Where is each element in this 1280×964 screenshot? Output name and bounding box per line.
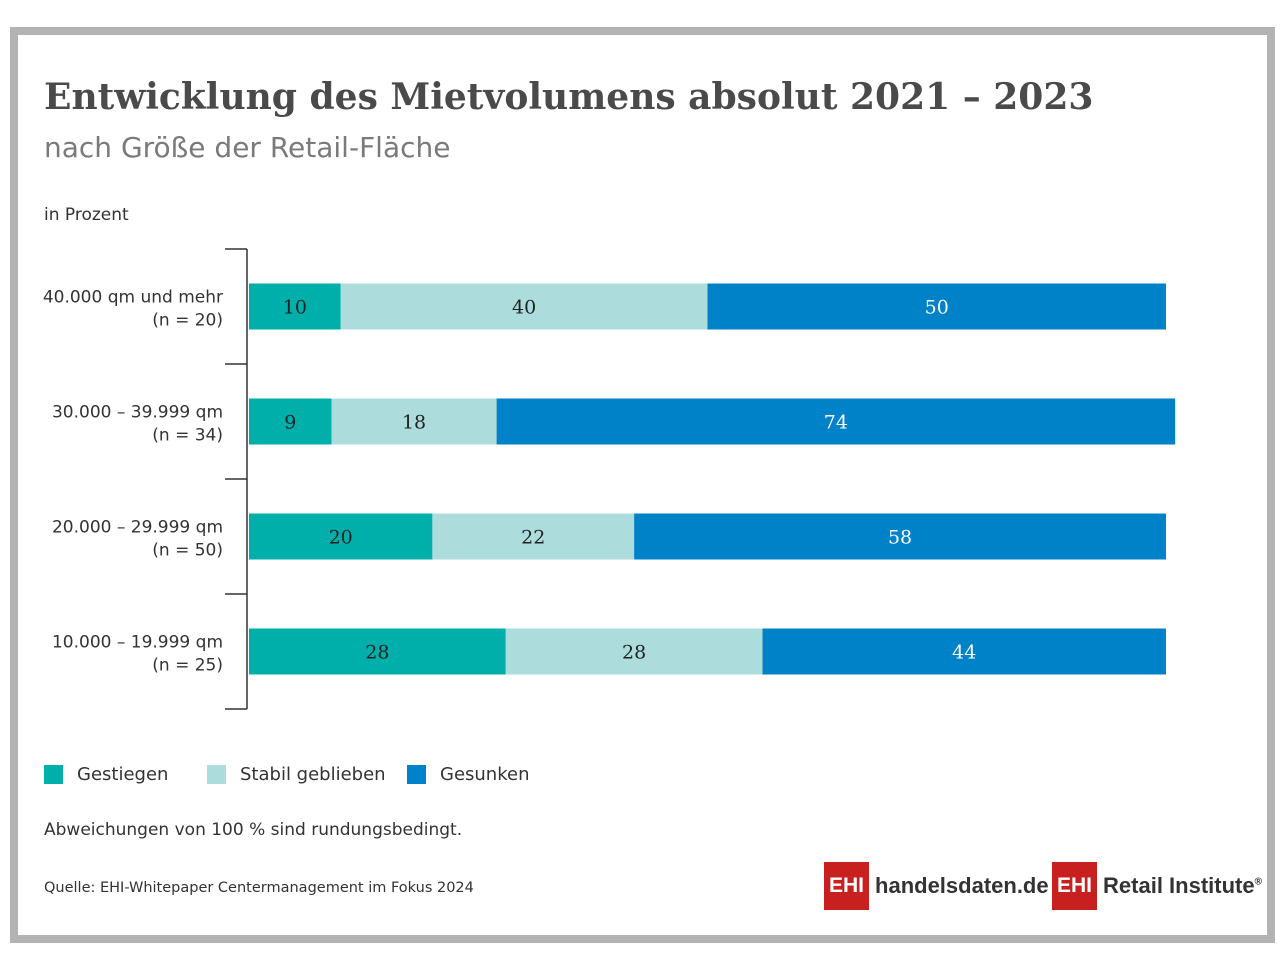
data-label: 44 <box>952 642 976 664</box>
bar-segment <box>249 513 433 560</box>
source-note: Quelle: EHI-Whitepaper Centermanagement … <box>44 880 474 896</box>
legend-swatch-stabil <box>207 765 226 784</box>
legend-swatch-gesunken <box>407 765 426 784</box>
category-sample-size: (n = 25) <box>152 656 223 676</box>
category-label: 30.000 – 39.999 qm <box>52 403 223 423</box>
legend-label-gestiegen: Gestiegen <box>77 764 169 785</box>
legend-label-gesunken: Gesunken <box>440 764 530 785</box>
registered-mark: ® <box>1254 876 1262 888</box>
bar-segment <box>340 283 708 330</box>
data-label: 18 <box>402 412 426 434</box>
bar-segment <box>505 628 763 675</box>
footnote: Abweichungen von 100 % sind rundungsbedi… <box>44 820 463 840</box>
legend-item-gesunken: Gesunken <box>407 764 529 785</box>
category-sample-size: (n = 50) <box>152 541 223 561</box>
data-label: 22 <box>521 527 545 549</box>
category-label: 20.000 – 29.999 qm <box>52 518 223 538</box>
category-label: 40.000 qm und mehr <box>43 288 223 308</box>
retail-institute-logo[interactable]: EHI Retail Institute® <box>1052 862 1262 910</box>
bar-segment <box>634 513 1166 560</box>
legend-item-gestiegen: Gestiegen <box>44 764 168 785</box>
data-label: 20 <box>329 527 353 549</box>
bar-segment <box>249 398 332 445</box>
chart-title: Entwicklung des Mietvolumens absolut 202… <box>44 76 1094 118</box>
bar-segment <box>762 628 1166 675</box>
bar-segment <box>496 398 1176 445</box>
bar-segment <box>331 398 497 445</box>
bar-segment <box>432 513 635 560</box>
bar-segment <box>249 283 341 330</box>
handelsdaten-logo-text: handelsdaten.de <box>875 873 1049 898</box>
bar-segment <box>249 628 506 675</box>
data-label: 28 <box>365 642 389 664</box>
handelsdaten-logo-mark: EHI <box>824 862 870 910</box>
category-sample-size: (n = 20) <box>152 311 223 331</box>
data-label: 40 <box>512 297 536 319</box>
retail-institute-name: Retail Institute <box>1103 873 1255 898</box>
data-label: 58 <box>888 527 912 549</box>
chart-frame <box>10 27 1275 943</box>
data-label: 74 <box>824 412 848 434</box>
handelsdaten-logo[interactable]: EHI handelsdaten.de <box>824 862 1049 910</box>
data-label: 28 <box>622 642 646 664</box>
unit-label: in Prozent <box>44 205 129 225</box>
data-label: 50 <box>925 297 949 319</box>
bar-segment <box>707 283 1166 330</box>
legend-label-stabil: Stabil geblieben <box>240 764 386 785</box>
retail-institute-logo-mark: EHI <box>1052 862 1098 910</box>
category-sample-size: (n = 34) <box>152 426 223 446</box>
legend-swatch-gestiegen <box>44 765 63 784</box>
chart-subtitle: nach Größe der Retail-Fläche <box>44 131 451 164</box>
data-label: 9 <box>284 412 296 434</box>
legend-item-stabil: Stabil geblieben <box>207 764 386 785</box>
retail-institute-logo-text: Retail Institute® <box>1103 873 1262 899</box>
category-label: 10.000 – 19.999 qm <box>52 633 223 653</box>
data-label: 10 <box>283 297 307 319</box>
